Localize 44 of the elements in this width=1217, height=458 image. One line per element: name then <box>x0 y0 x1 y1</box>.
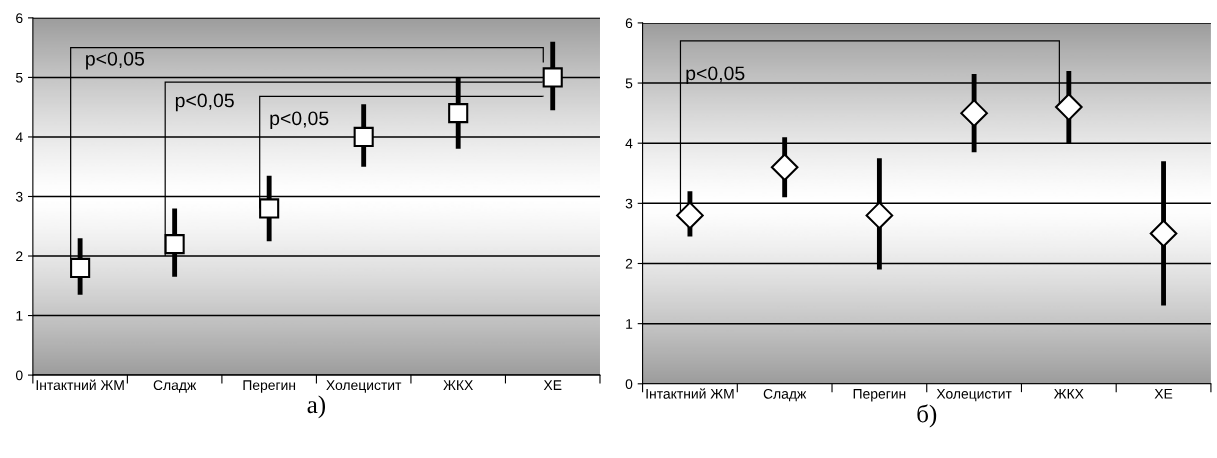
annotation: p<0,05 <box>86 51 145 70</box>
x-tick-label: Інтактний ЖМ <box>646 388 734 399</box>
point <box>1055 93 1083 121</box>
y-tick-label: 4 <box>15 132 23 142</box>
point <box>70 257 91 278</box>
point <box>542 67 563 88</box>
annotation: p<0,05 <box>270 111 329 130</box>
x-axis-title: а) <box>307 395 326 419</box>
point <box>770 153 799 182</box>
x-tick-label: Перегин <box>243 380 296 393</box>
y-tick-label: 6 <box>16 13 23 24</box>
y-tick-label: 2 <box>625 258 633 269</box>
point <box>164 234 185 255</box>
y-tick-label: 1 <box>626 319 633 329</box>
y-tick-label: 4 <box>625 138 633 149</box>
x-tick-label: Сладж <box>763 388 807 402</box>
point <box>865 201 894 230</box>
x-tick-label: Сладж <box>153 380 197 393</box>
y-tick-label: 6 <box>625 18 633 29</box>
x-tick-label: ЖКХ <box>1053 389 1084 399</box>
point <box>448 103 469 124</box>
x-tick-label: ХЕ <box>1154 389 1173 399</box>
point <box>259 198 280 219</box>
y-tick-label: 1 <box>16 311 23 321</box>
x-tick-label: Холецистит <box>326 380 402 393</box>
y-tick-label: 2 <box>16 251 23 262</box>
y-tick-label: 0 <box>15 370 23 381</box>
x-tick-label: Перегин <box>853 389 906 402</box>
y-tick-label: 3 <box>625 198 633 209</box>
y-tick-label: 0 <box>625 379 633 389</box>
y-tick-label: 5 <box>15 72 23 83</box>
annotation: p<0,05 <box>686 66 745 85</box>
x-tick-label: ХЕ <box>543 380 562 390</box>
x-tick-label: ЖКХ <box>443 380 473 390</box>
point <box>676 201 704 230</box>
y-tick-label: 5 <box>625 78 633 89</box>
point <box>1149 219 1178 248</box>
y-tick-label: 3 <box>15 191 23 202</box>
point <box>960 99 988 127</box>
point <box>353 126 374 148</box>
x-tick-label: Холецистит <box>936 389 1012 402</box>
annotation: p<0,05 <box>175 93 234 112</box>
x-tick-label: Інтактний ЖМ <box>36 379 124 391</box>
x-axis-title: б) <box>917 404 937 428</box>
